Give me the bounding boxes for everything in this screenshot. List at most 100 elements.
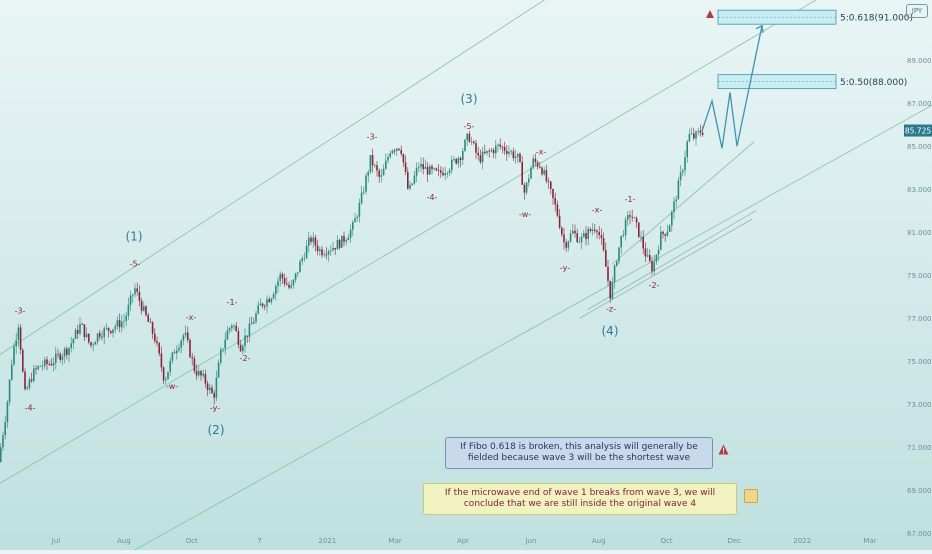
candle-body	[668, 225, 671, 232]
candle-body	[594, 229, 596, 231]
candle-body	[437, 170, 440, 172]
candle-body	[695, 131, 697, 139]
candle-body	[4, 422, 6, 436]
candle-body	[55, 353, 57, 363]
candle-body	[74, 330, 77, 339]
x-tick-label: 7	[257, 537, 261, 545]
candle-body	[0, 447, 2, 462]
candle-body	[195, 371, 198, 376]
fibo-target-boxes: 5:0.618(91.000) 5:0.50(88.000)	[717, 9, 913, 90]
candle-body	[22, 349, 24, 372]
x-tick-label: Aug	[117, 537, 131, 545]
candle-body	[481, 151, 484, 163]
candle-body	[136, 288, 138, 292]
y-tick-label: 77.000	[907, 315, 932, 323]
wave-label-minor: -x-	[186, 313, 197, 322]
candle-body	[305, 245, 308, 259]
candle-body	[545, 170, 548, 182]
candle-body	[48, 363, 50, 365]
candle-body	[286, 283, 288, 285]
candle-body	[666, 231, 669, 236]
candle-body	[624, 219, 627, 235]
candle-body	[354, 218, 356, 223]
candle-body	[376, 165, 378, 171]
candle-body	[558, 215, 561, 228]
candle-body	[627, 215, 629, 220]
candle-body	[303, 258, 306, 260]
candle-body	[145, 306, 147, 316]
candle-body	[616, 261, 618, 266]
candle-body	[59, 354, 61, 360]
candle-body	[33, 368, 35, 382]
candle-body	[6, 401, 9, 423]
candle-body	[226, 330, 229, 340]
y-tick-label: 81.000	[907, 229, 932, 237]
candle-body	[134, 288, 136, 295]
candle-body	[649, 255, 651, 261]
candle-body	[26, 387, 28, 390]
candle-body	[169, 360, 171, 372]
candle-body	[565, 242, 567, 248]
candle-body	[486, 150, 488, 154]
candle-body	[422, 164, 424, 170]
candle-body	[198, 370, 200, 376]
candle-body	[651, 260, 653, 272]
candle-body	[288, 284, 290, 288]
candle-body	[57, 353, 59, 355]
candle-body	[176, 350, 178, 354]
candle-body	[66, 348, 68, 355]
candle-body	[393, 150, 396, 152]
wave-label-minor: -2-	[649, 281, 660, 290]
wave-label-major: (2)	[208, 423, 225, 437]
price-candles	[0, 124, 704, 463]
candle-body	[220, 349, 222, 363]
x-tick-label: Mar	[863, 537, 876, 545]
candle-body	[233, 325, 235, 327]
candle-body	[17, 327, 20, 340]
candle-body	[431, 166, 433, 170]
candle-body	[37, 366, 39, 370]
candle-body	[640, 236, 642, 238]
candle-body	[349, 229, 352, 238]
candle-body	[35, 368, 37, 370]
candle-body	[519, 153, 521, 162]
candle-body	[206, 383, 209, 391]
candle-body	[301, 258, 303, 262]
candle-body	[204, 373, 207, 384]
candle-body	[222, 348, 224, 350]
candle-body	[429, 166, 431, 175]
candle-body	[418, 167, 420, 168]
candle-body	[455, 158, 457, 164]
candle-body	[629, 215, 631, 217]
candle-body	[343, 235, 345, 242]
candle-body	[167, 371, 169, 380]
candle-body	[536, 162, 539, 167]
candle-body	[352, 222, 354, 230]
candle-body	[517, 153, 519, 157]
candle-body	[132, 294, 134, 296]
candle-body	[272, 294, 275, 299]
candle-body	[402, 153, 405, 163]
candle-body	[433, 168, 435, 170]
x-tick-label: Oct	[660, 537, 672, 545]
candle-body	[495, 145, 497, 154]
candle-body	[620, 235, 622, 248]
candle-body	[360, 192, 363, 204]
candle-body	[312, 237, 314, 242]
candle-body	[310, 237, 312, 242]
candle-body	[178, 347, 180, 351]
fibo-warning-note: If Fibo 0.618 is broken, this analysis w…	[445, 437, 713, 469]
candle-body	[547, 181, 550, 183]
wave-label-minor: -y-	[210, 403, 220, 412]
candle-body	[459, 158, 462, 161]
candle-body	[151, 322, 154, 334]
candle-body	[345, 240, 347, 242]
candle-body	[182, 335, 185, 341]
y-tick-label: 83.000	[907, 186, 932, 194]
candle-body	[325, 254, 328, 256]
candle-body	[499, 144, 501, 147]
candle-body	[556, 204, 559, 216]
candle-body	[440, 170, 442, 173]
wave-projection	[701, 24, 764, 149]
